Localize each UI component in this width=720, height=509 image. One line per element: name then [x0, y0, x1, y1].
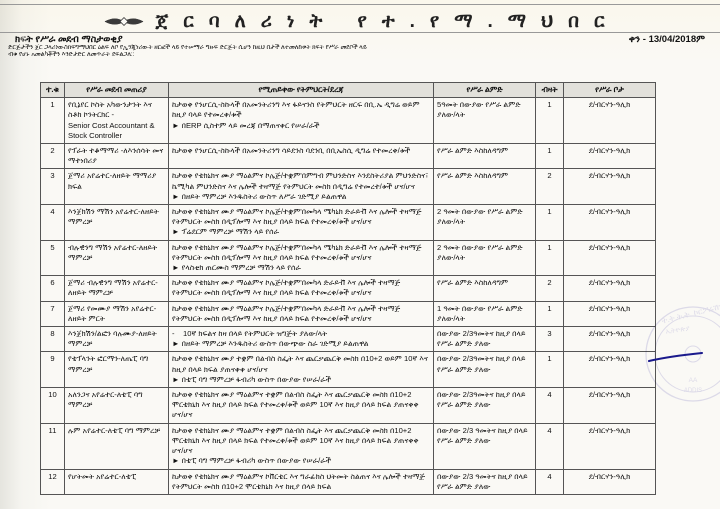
svg-text:ኢትዮጵያ: ኢትዮጵያ	[665, 325, 690, 335]
svg-text:ት.ት.ት.ት. ኮርፖሬሽን: ት.ት.ት.ት. ኮርፖሬሽን	[661, 302, 720, 326]
svg-text:ADDIS: ADDIS	[684, 388, 702, 394]
svg-text:AA: AA	[689, 377, 698, 384]
